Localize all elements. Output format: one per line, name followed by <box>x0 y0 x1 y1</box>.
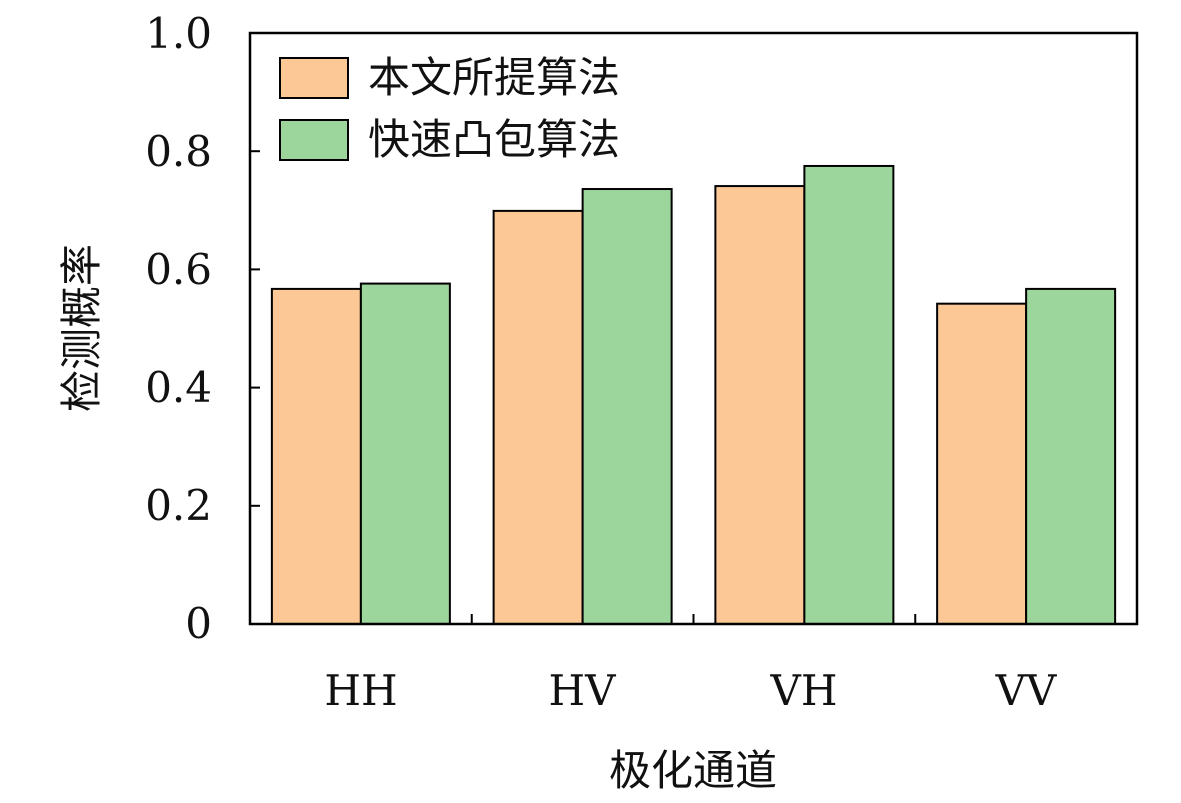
legend-swatch-series-2 <box>279 119 349 161</box>
x-tick-label: VH <box>770 666 838 715</box>
bar-hh-series-2 <box>359 282 451 625</box>
bars-layer <box>270 164 1117 626</box>
x-axis-title: 极化通道 <box>609 746 777 795</box>
x-tick-label: VV <box>995 666 1057 715</box>
bar-vh-series-1 <box>714 185 806 625</box>
legend-label-series-1: 本文所提算法 <box>368 53 620 102</box>
x-tick-label: HV <box>549 666 617 715</box>
bar-vv-series-2 <box>1025 287 1117 625</box>
legend-label-series-2: 快速凸包算法 <box>368 115 620 164</box>
y-tick-label: 1.0 <box>145 9 212 58</box>
y-tick-label: 0.2 <box>145 481 212 530</box>
y-tick-label: 0.8 <box>145 127 212 176</box>
x-tick-labels: HH HV VH VV <box>324 666 1057 715</box>
y-tick-label: 0 <box>185 599 212 648</box>
legend-swatch-series-1 <box>279 57 349 99</box>
bar-hh-series-1 <box>270 287 362 625</box>
x-tick-label: HH <box>324 666 397 715</box>
y-axis-title: 检测概率 <box>57 244 106 412</box>
bar-vh-series-2 <box>803 164 895 625</box>
y-tick-label: 0.6 <box>145 245 212 294</box>
y-tick-labels: 0 0.2 0.4 0.6 0.8 1.0 <box>145 9 212 648</box>
bar-hv-series-2 <box>581 188 673 626</box>
bar-hv-series-1 <box>492 209 584 626</box>
bar-vv-series-1 <box>936 302 1028 625</box>
legend: 本文所提算法 快速凸包算法 <box>279 53 620 164</box>
y-tick-label: 0.4 <box>145 363 212 412</box>
plot-frame <box>248 31 1139 626</box>
